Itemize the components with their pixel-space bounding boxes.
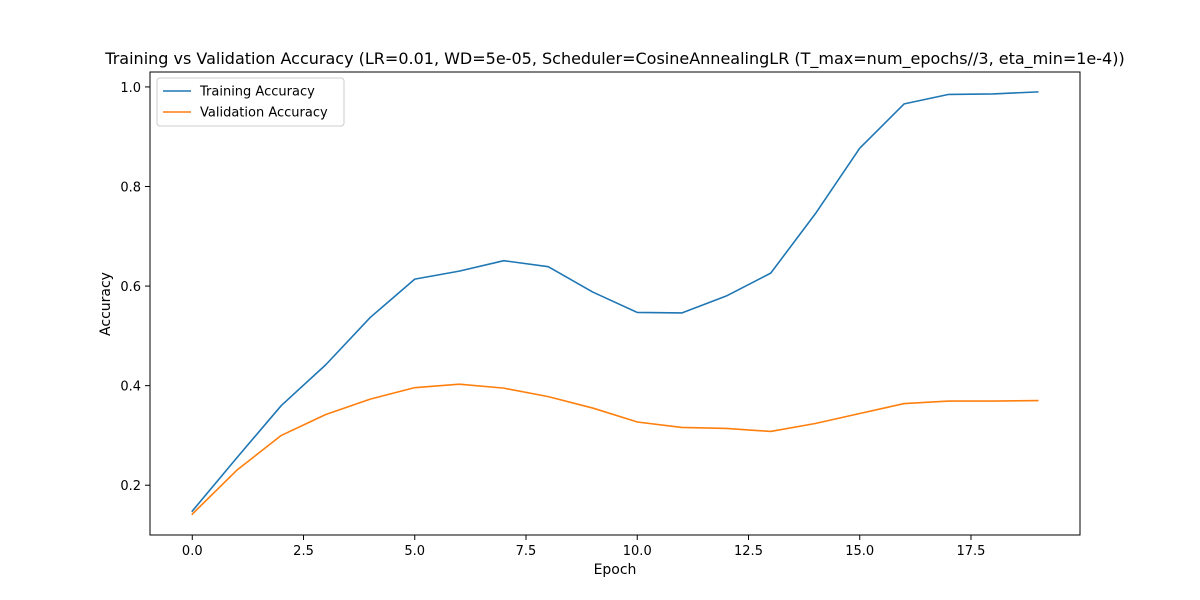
- plot-frame: [149, 71, 1081, 536]
- y-tick-label: 0.2: [120, 479, 141, 494]
- plot-area: [191, 91, 1039, 516]
- x-tick-label: 0.0: [182, 544, 203, 559]
- x-tick-label: 15.0: [845, 544, 874, 559]
- x-tick-label: 7.5: [516, 544, 537, 559]
- x-axis: 0.0 2.5 5.0 7.5 10.0 12.5 15.0 17.5: [182, 535, 986, 559]
- series-line-validation-accuracy: [191, 383, 1039, 516]
- y-tick-label: 0.8: [120, 181, 141, 196]
- legend-label: Training Accuracy: [199, 85, 315, 100]
- y-axis-label: Accuracy: [98, 272, 114, 336]
- chart-title: Training vs Validation Accuracy (LR=0.01…: [104, 49, 1124, 69]
- x-tick-label: 17.5: [957, 544, 986, 559]
- y-tick-label: 0.4: [120, 380, 141, 395]
- x-tick-label: 10.0: [623, 544, 652, 559]
- x-tick-label: 2.5: [293, 544, 314, 559]
- x-axis-label: Epoch: [594, 562, 637, 578]
- x-tick-label: 12.5: [734, 544, 763, 559]
- x-tick-label: 5.0: [404, 544, 425, 559]
- y-axis: 0.2 0.4 0.6 0.8 1.0: [120, 81, 150, 494]
- legend-label: Validation Accuracy: [200, 106, 328, 121]
- legend-box: [156, 77, 345, 127]
- y-tick-label: 0.6: [120, 280, 141, 295]
- legend: Training Accuracy Validation Accuracy: [156, 77, 345, 127]
- y-tick-label: 1.0: [120, 81, 141, 96]
- series-line-training-accuracy: [191, 91, 1039, 513]
